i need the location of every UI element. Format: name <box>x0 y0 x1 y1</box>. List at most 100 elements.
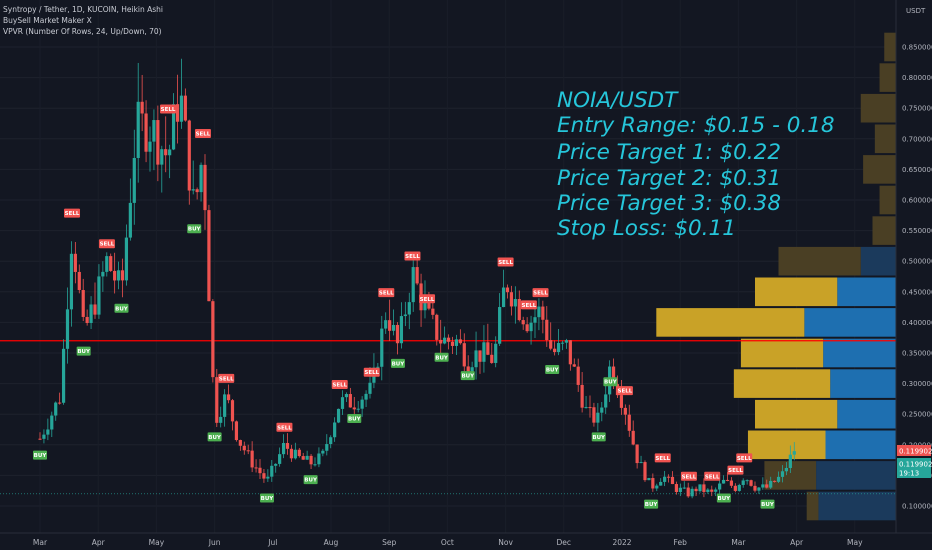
volume-bar-up <box>837 399 896 429</box>
candle-body <box>321 450 325 454</box>
buy-signal-label: BUY <box>33 450 47 460</box>
candle-body <box>148 141 152 152</box>
candle-body <box>765 484 769 488</box>
volume-bar-up <box>823 338 896 368</box>
candle-body <box>329 437 333 445</box>
signal-text: BUY <box>304 478 318 484</box>
signal-text: SELL <box>728 468 743 474</box>
signal-box <box>434 352 449 362</box>
time-axis[interactable]: Mar Apr May Jun Jul Aug Sep Oct Nov Dec 2022 Feb Mar… <box>0 532 932 547</box>
signal-text: SELL <box>364 370 379 376</box>
note-line-target-3: Price Target 3: $0.38 <box>557 191 781 216</box>
signal-text: SELL <box>737 456 752 462</box>
candle-body <box>340 397 345 409</box>
candle-body <box>623 407 627 415</box>
signal-text: BUY <box>461 374 475 380</box>
signal-box <box>760 499 775 509</box>
candle-body <box>380 328 384 367</box>
sell-signal-label: SELL <box>736 453 753 463</box>
signal-box <box>187 224 202 234</box>
candle-body <box>144 113 148 152</box>
candle-body <box>784 467 789 472</box>
legend-indicator-line[interactable]: BuySell Market Maker X <box>3 16 92 25</box>
volume-bar-up <box>818 491 896 521</box>
candle-body <box>61 348 66 403</box>
candle-body <box>737 484 741 491</box>
candle-body <box>596 412 600 423</box>
signal-text: SELL <box>161 107 176 113</box>
candle-body <box>175 104 180 122</box>
signal-box <box>419 294 436 304</box>
candle-body <box>336 408 341 423</box>
note-line-stop-loss: Stop Loss: $0.11 <box>557 216 736 241</box>
candle-body <box>576 366 580 385</box>
candle-body <box>702 484 706 492</box>
x-tick-label: Aug <box>324 538 339 547</box>
candle-body <box>234 421 239 441</box>
signal-box <box>207 432 222 442</box>
volume-profile <box>656 32 896 521</box>
note-line-target-1: Price Target 1: $0.22 <box>557 140 781 165</box>
candle-body <box>93 304 97 315</box>
candle-body <box>635 444 639 464</box>
candle-body <box>541 306 545 320</box>
candle-body <box>89 304 93 323</box>
signal-box <box>532 288 549 298</box>
signal-box <box>347 413 362 423</box>
candle-body <box>482 342 486 362</box>
candle-body <box>659 481 663 486</box>
candle-body <box>195 189 199 193</box>
signal-box <box>603 377 618 387</box>
legend-vpvr-line[interactable]: VPVR (Number Of Rows, 24, Up/Down, 70) <box>3 27 162 36</box>
volume-bar-down <box>740 338 824 368</box>
candle-body <box>293 449 297 459</box>
candle-body <box>714 489 718 492</box>
note-line-pair: NOIA/USDT <box>557 88 679 113</box>
chart-legend: Syntropy / Tether, 1D, KUCOIN, Heikin As… <box>3 5 163 36</box>
candle-body <box>733 485 737 491</box>
candle-body <box>521 320 525 325</box>
signal-box <box>404 251 421 261</box>
candle-body <box>682 487 686 489</box>
candle-body <box>309 455 313 465</box>
candle-body <box>399 316 404 344</box>
buy-signal-label: BUY <box>716 493 731 503</box>
candle-body <box>246 450 250 452</box>
candle-body <box>395 324 400 344</box>
volume-bar-up <box>860 246 896 276</box>
sell-signal-label: SELL <box>680 471 697 481</box>
candle-body <box>631 430 635 445</box>
candle-body <box>38 438 42 440</box>
candle-body <box>776 476 781 482</box>
candle-body <box>651 478 655 489</box>
candle-body <box>792 451 796 455</box>
buy-signal-label: BUY <box>76 346 91 356</box>
candle-body <box>97 276 101 315</box>
buy-signal-label: BUY <box>591 432 606 442</box>
buy-signal-label: BUY <box>303 475 318 485</box>
volume-bar-up <box>830 369 896 398</box>
candle-body <box>109 256 113 271</box>
legend-symbol-line[interactable]: Syntropy / Tether, 1D, KUCOIN, Heikin As… <box>3 5 163 14</box>
signal-box <box>644 499 659 509</box>
candles-group <box>38 58 796 499</box>
candle-body <box>529 322 533 332</box>
candle-body <box>274 463 278 466</box>
signal-text: BUY <box>546 368 560 374</box>
candle-body <box>545 319 549 341</box>
x-tick-label: Sep <box>382 538 396 547</box>
signal-text: SELL <box>405 254 420 260</box>
candle-body <box>466 366 470 372</box>
candle-body <box>458 339 462 344</box>
signal-text: SELL <box>100 242 115 248</box>
candle-body <box>549 340 553 349</box>
signal-text: BUY <box>188 227 202 233</box>
candle-body <box>270 465 274 477</box>
candle-body <box>171 104 176 150</box>
